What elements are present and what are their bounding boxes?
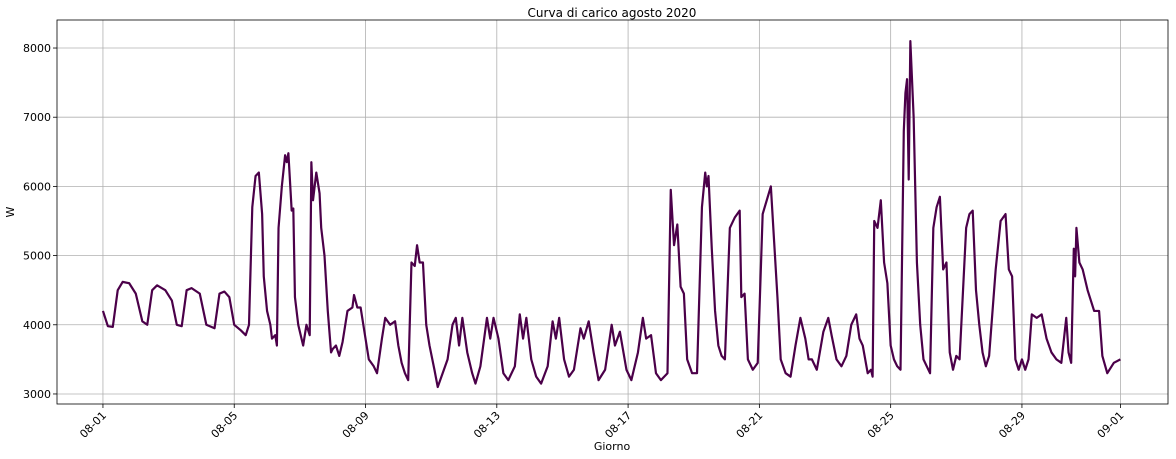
plot-frame bbox=[56, 19, 1169, 405]
x-tick-label: 08-29 bbox=[996, 409, 1028, 441]
y-axis-label: W bbox=[4, 206, 17, 217]
y-tick-label: 7000 bbox=[23, 111, 51, 124]
x-tick-label: 09-01 bbox=[1095, 409, 1127, 441]
y-tick-label: 3000 bbox=[23, 388, 51, 401]
x-tick-label: 08-09 bbox=[340, 409, 372, 441]
chart-title: Curva di carico agosto 2020 bbox=[528, 6, 697, 20]
y-tick-label: 8000 bbox=[23, 42, 51, 55]
y-tick-label: 5000 bbox=[23, 250, 51, 263]
x-tick-label: 08-05 bbox=[209, 409, 241, 441]
x-tick-label: 08-25 bbox=[865, 409, 897, 441]
x-axis-label: Giorno bbox=[594, 440, 631, 453]
y-tick-label: 4000 bbox=[23, 319, 51, 332]
x-tick-label: 08-13 bbox=[471, 409, 503, 441]
line-series bbox=[101, 40, 1121, 389]
x-tick-label: 08-21 bbox=[734, 409, 766, 441]
x-tick-label: 08-01 bbox=[77, 409, 109, 441]
x-tick-label: 08-17 bbox=[602, 409, 634, 441]
y-tick-label: 6000 bbox=[23, 180, 51, 193]
